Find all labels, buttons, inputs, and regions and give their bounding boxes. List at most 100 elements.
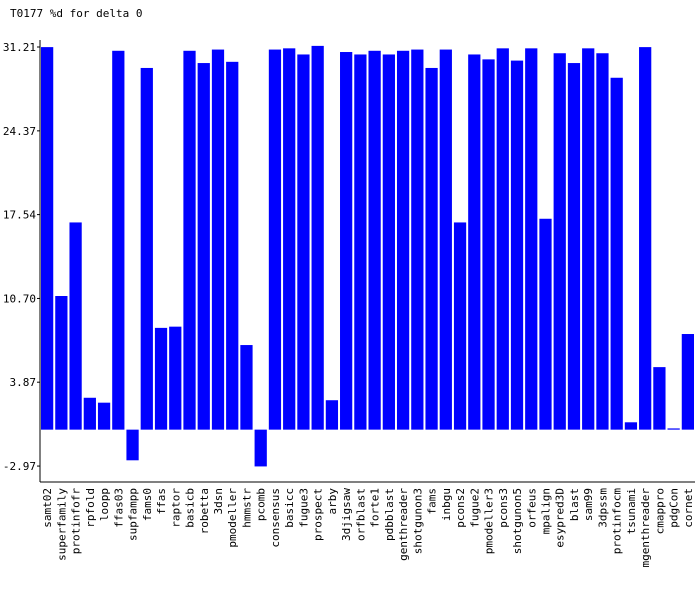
x-tick-label: protinfofr: [70, 488, 83, 555]
bar: [396, 50, 410, 430]
x-tick-label: pcomb: [255, 488, 268, 521]
bar: [610, 77, 623, 430]
bar: [567, 63, 581, 430]
bar: [510, 60, 524, 430]
x-tick-label: prospect: [312, 488, 325, 541]
bar: [525, 48, 538, 430]
x-tick-label: orfblast: [354, 488, 367, 541]
bar: [226, 61, 239, 430]
x-tick-label: fams: [426, 488, 439, 515]
bar: [368, 50, 381, 430]
x-tick-label: basicb: [184, 488, 197, 528]
bar: [596, 53, 609, 430]
bar: [240, 345, 253, 430]
x-tick-label: ffas03: [112, 488, 125, 528]
bar: [311, 45, 324, 430]
bar: [154, 327, 168, 430]
x-tick-label: 3djigsaw: [340, 488, 353, 541]
x-tick-label: fugue2: [468, 488, 481, 528]
x-tick-label: genthreader: [397, 488, 410, 561]
x-tick-label: blast: [568, 488, 581, 521]
x-tick-label: forte1: [369, 488, 382, 528]
y-tick-label: -2.97: [3, 460, 36, 473]
x-tick-label: hmmstr: [240, 488, 253, 528]
bar: [183, 50, 196, 430]
bar: [211, 49, 225, 430]
x-tick-label: loopp: [98, 488, 111, 521]
x-tick-label: ffas: [155, 488, 168, 515]
x-tick-label: robetta: [198, 488, 211, 534]
x-tick-label: pdgCon: [668, 488, 681, 528]
y-tick-label: 31.21: [3, 41, 36, 54]
x-tick-label: protinfocm: [611, 488, 624, 555]
x-tick-label: shotgunon5: [511, 488, 524, 554]
x-tick-label: samt02: [41, 488, 54, 528]
bar: [354, 54, 367, 430]
bar: [624, 422, 638, 430]
x-tick-label: superfamily: [55, 488, 68, 561]
x-tick-label: tsunami: [625, 488, 638, 534]
bar: [254, 429, 267, 467]
bar: [482, 59, 495, 430]
x-tick-label: cmappro: [653, 488, 666, 534]
bar: [297, 54, 310, 430]
y-tick-label: 10.70: [3, 292, 36, 305]
x-tick-label: arby: [326, 488, 339, 515]
x-tick-label: pmodeller3: [483, 488, 496, 554]
x-tick-label: basicc: [283, 488, 296, 528]
bar: [639, 47, 652, 430]
x-tick-label: rpfold: [84, 488, 97, 528]
bar: [468, 54, 481, 430]
bar: [197, 63, 210, 430]
bar: [268, 49, 282, 430]
bar: [169, 326, 182, 430]
x-tick-label: shotgunon3: [411, 488, 424, 554]
x-tick-label: 3dsn: [212, 488, 225, 515]
bar: [653, 367, 666, 430]
bar: [382, 54, 395, 430]
bar: [496, 48, 509, 430]
y-tick-label: 17.54: [3, 209, 36, 222]
bar: [97, 402, 111, 430]
bar: [553, 53, 566, 430]
x-tick-label: 3dpssm: [596, 488, 609, 528]
x-tick-label: esypred3D: [554, 488, 567, 548]
x-tick-label: fugue3: [297, 488, 310, 528]
x-tick-label: pcons2: [454, 488, 467, 528]
bar: [55, 296, 68, 430]
x-tick-label: raptor: [169, 488, 182, 528]
bar: [681, 334, 695, 430]
x-tick-label: mpalign: [539, 488, 552, 534]
bar: [283, 48, 296, 430]
y-tick-label: 24.37: [3, 125, 36, 138]
chart-title: T0177 %d for delta 0: [10, 7, 142, 20]
x-tick-label: pcons3: [497, 488, 510, 528]
bar: [83, 397, 96, 430]
x-tick-label: orfeus: [525, 488, 538, 528]
bar: [453, 222, 467, 430]
bar: [667, 428, 680, 430]
bar: [439, 49, 452, 430]
bar: [539, 218, 552, 430]
x-tick-label: consensus: [269, 488, 282, 548]
bar: [140, 67, 153, 430]
bar: [112, 50, 125, 430]
x-tick-label: sam99: [582, 488, 595, 521]
bar: [126, 429, 139, 461]
y-tick-label: 3.87: [10, 376, 37, 389]
x-tick-label: supfampp: [127, 488, 140, 541]
bar: [69, 222, 82, 430]
x-tick-label: pmodeller: [226, 488, 239, 548]
bar: [411, 49, 424, 430]
bar: [40, 47, 54, 430]
bar: [582, 48, 595, 430]
x-tick-label: mgenthreader: [639, 488, 652, 568]
x-tick-label: fams0: [141, 488, 154, 521]
x-tick-label: cornet: [682, 488, 695, 528]
x-tick-label: inbgu: [440, 488, 453, 521]
bar: [340, 52, 353, 430]
x-tick-label: pdbblast: [383, 488, 396, 541]
bar: [425, 67, 438, 430]
bar: [325, 400, 339, 430]
